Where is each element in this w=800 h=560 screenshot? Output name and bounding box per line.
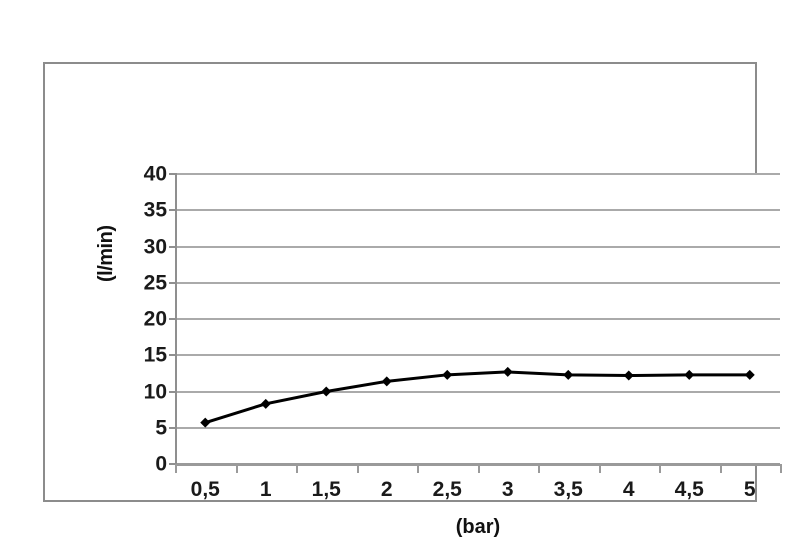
x-tick-10: [780, 464, 782, 473]
chart-frame: 0 5 10 15 20 25 30 35 40 (l/min) 0,5 1 1,5 2 2,5 3 3,5…: [43, 62, 782, 538]
gridline-35: [175, 209, 780, 212]
gridline-30: [175, 245, 780, 248]
gridline-15: [175, 354, 780, 357]
y-tick-label-35: 35: [143, 198, 167, 222]
data-point-marker-1: [260, 398, 271, 409]
y-tick-15: [169, 354, 177, 357]
data-point-marker-3-5: [563, 369, 574, 380]
x-tick-label-3: 3: [501, 478, 514, 501]
x-tick-3: [356, 464, 359, 473]
x-tick-label-5: 5: [743, 478, 756, 501]
y-tick-20: [169, 318, 177, 320]
y-tick-label-20: 20: [143, 307, 167, 331]
gridline-20: [175, 318, 780, 320]
y-tick-25: [169, 281, 177, 284]
x-tick-2: [296, 464, 298, 473]
y-tick-label-5: 5: [155, 416, 167, 440]
y-tick-30: [169, 245, 177, 248]
y-tick-35: [169, 209, 177, 212]
y-tick-10: [169, 390, 177, 393]
x-tick-9: [719, 464, 722, 473]
y-tick-label-25: 25: [143, 271, 167, 295]
data-point-marker-4: [623, 370, 634, 381]
gridline-10: [175, 390, 780, 393]
y-tick-label-30: 30: [143, 235, 167, 258]
x-tick-7: [598, 464, 601, 473]
y-tick-40: [169, 173, 177, 175]
data-point-marker-0-5: [200, 417, 211, 428]
gridline-40: [175, 173, 780, 175]
y-axis-line: [175, 174, 177, 466]
data-point-marker-3: [502, 366, 513, 377]
x-tick-6: [538, 464, 540, 473]
gridline-5: [175, 426, 780, 429]
x-tick-0: [175, 464, 177, 473]
y-axis-tick-labels: 0 5 10 15 20 25 30 35 40: [123, 164, 167, 475]
y-tick-0: [169, 463, 177, 465]
plot-area: [175, 173, 780, 465]
x-tick-label-2-5: 2,5: [432, 478, 462, 501]
gridline-25: [175, 281, 780, 284]
x-tick-label-1-5: 1,5: [311, 478, 341, 501]
data-point-marker-2: [381, 376, 392, 387]
x-tick-label-0-5: 0,5: [190, 478, 220, 501]
x-tick-label-3-5: 3,5: [553, 478, 583, 501]
y-tick-5: [169, 426, 177, 429]
data-point-marker-2-5: [442, 369, 453, 380]
y-tick-label-10: 10: [143, 380, 167, 403]
x-tick-5: [477, 464, 480, 473]
y-tick-label-0: 0: [155, 452, 167, 476]
data-point-marker-1-5: [321, 386, 332, 397]
x-tick-label-2: 2: [380, 478, 393, 501]
x-tick-4: [417, 464, 419, 473]
data-point-marker-4-5: [684, 369, 695, 380]
data-series-flow-rate: [200, 366, 755, 428]
x-tick-8: [659, 464, 661, 473]
x-tick-label-4: 4: [622, 478, 635, 501]
x-tick-1: [235, 464, 238, 473]
x-axis-title: (bar): [455, 516, 501, 538]
x-tick-label-1: 1: [259, 478, 272, 501]
y-tick-label-15: 15: [143, 343, 167, 367]
y-axis-title: (l/min): [95, 225, 117, 283]
x-tick-label-4-5: 4,5: [674, 478, 704, 501]
data-point-marker-5: [744, 369, 755, 380]
series-line: [203, 370, 752, 425]
y-tick-label-40: 40: [143, 162, 167, 186]
